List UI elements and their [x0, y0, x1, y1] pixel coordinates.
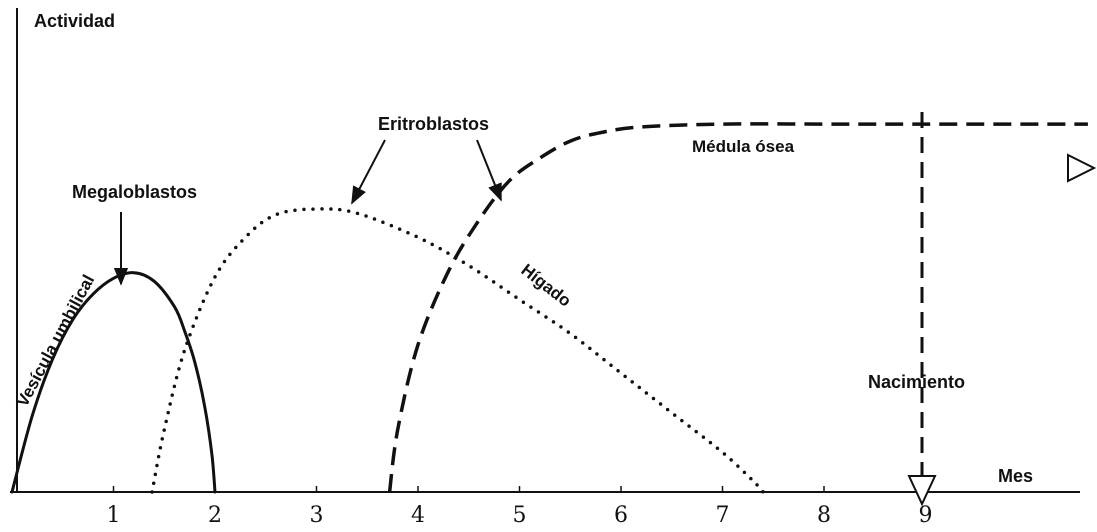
curve-label-higado: Hígado: [518, 260, 575, 310]
marrow-arrowhead: [1067, 153, 1097, 183]
x-tick-label-8: 8: [817, 503, 831, 528]
series-line-3: [387, 122, 1088, 493]
x-tick-label-5: 5: [513, 503, 527, 528]
annotation-nacimiento: Nacimiento: [868, 372, 965, 392]
x-axis-label: Mes: [998, 466, 1033, 486]
x-tick-label-7: 7: [716, 503, 730, 528]
x-tick-label-9: 9: [919, 503, 933, 528]
eritroblastos-arrow-marrow: [476, 139, 502, 202]
x-tick-label-4: 4: [411, 503, 425, 528]
eritroblastos-arrow-liver: [351, 139, 386, 205]
curve-label-vesicula: Vesícula umbilical: [13, 272, 99, 410]
series-line-1: [10, 271, 217, 494]
x-tick-label-6: 6: [614, 503, 628, 528]
x-tick-label-3: 3: [310, 503, 324, 528]
birth-arrowhead: [907, 475, 937, 507]
y-axis-label: Actividad: [34, 11, 115, 31]
x-tick-group: 1 2 3 4 5 6 7 8 9: [107, 486, 933, 528]
series-line-2: [150, 207, 765, 494]
curve-label-medula: Médula ósea: [692, 137, 795, 156]
x-tick-label-1: 1: [107, 503, 121, 528]
annotation-megaloblastos: Megaloblastos: [72, 182, 197, 202]
annotation-eritroblastos: Eritroblastos: [378, 114, 489, 134]
series-group: [10, 122, 1088, 494]
x-tick-label-2: 2: [208, 503, 222, 528]
